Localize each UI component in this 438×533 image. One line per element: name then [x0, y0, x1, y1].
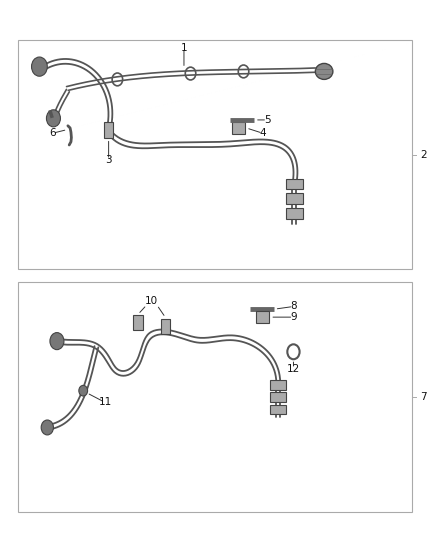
Text: 10: 10: [145, 296, 158, 306]
Circle shape: [41, 420, 53, 435]
Bar: [286, 193, 303, 204]
Bar: [270, 392, 286, 402]
Bar: [270, 380, 286, 390]
Circle shape: [46, 110, 60, 127]
Text: 7: 7: [420, 392, 427, 402]
Circle shape: [32, 57, 47, 76]
Circle shape: [79, 385, 88, 396]
Bar: [232, 122, 245, 134]
Text: 12: 12: [287, 364, 300, 374]
Bar: [270, 405, 286, 414]
Text: 5: 5: [264, 115, 271, 125]
Bar: [18, 282, 412, 512]
Bar: [286, 208, 303, 219]
Text: 3: 3: [105, 155, 112, 165]
Bar: [18, 40, 412, 269]
Bar: [286, 179, 303, 189]
Text: 6: 6: [49, 128, 56, 138]
Text: 8: 8: [290, 302, 297, 311]
Bar: [256, 311, 269, 323]
Ellipse shape: [315, 63, 333, 79]
Bar: [133, 315, 143, 330]
Bar: [161, 319, 170, 334]
Text: 9: 9: [290, 312, 297, 322]
Text: 2: 2: [420, 150, 427, 159]
Text: 11: 11: [99, 398, 112, 407]
Text: 1: 1: [180, 43, 187, 53]
Text: 4: 4: [259, 128, 266, 138]
Bar: [104, 122, 113, 138]
Circle shape: [50, 333, 64, 350]
